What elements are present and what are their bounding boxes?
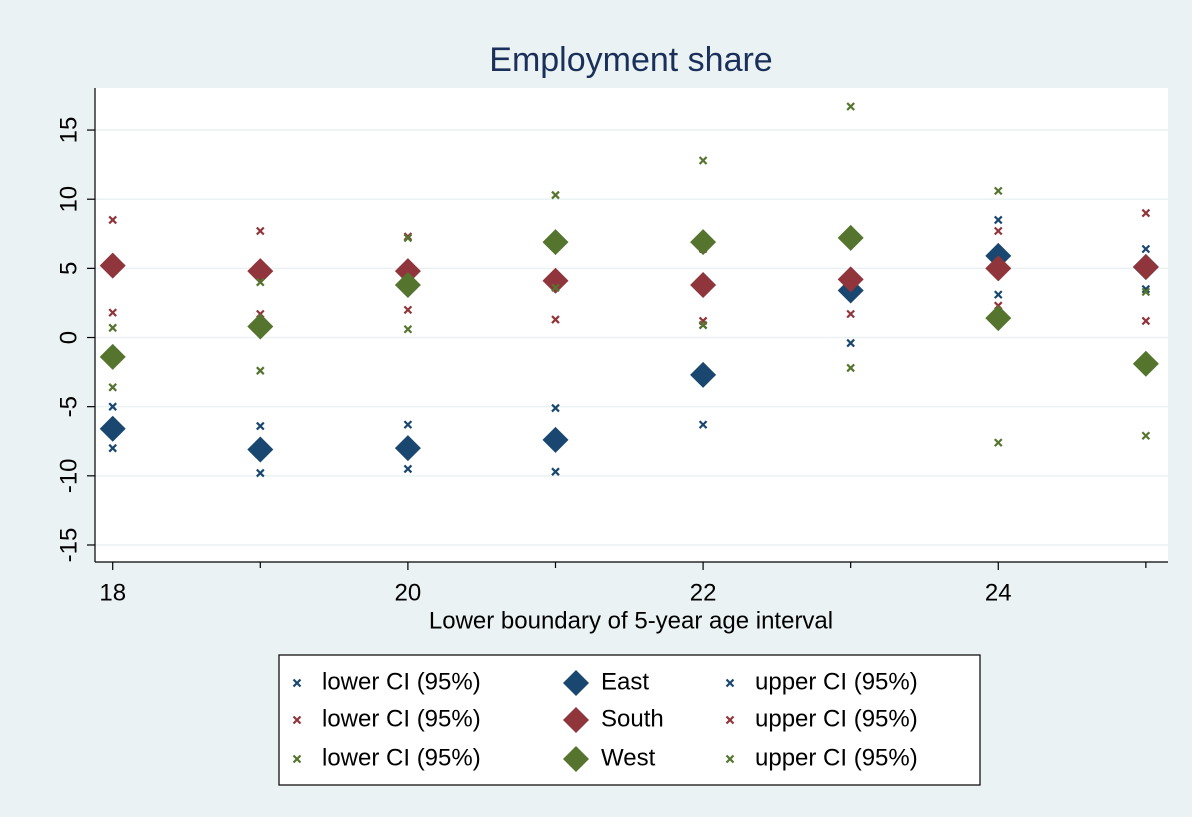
diamond-marker [247,258,274,285]
diamond-marker [690,271,717,298]
y-tick-label: -15 [55,528,82,563]
x-marker [1141,284,1151,294]
x-marker [108,443,117,453]
diamond-marker [394,258,421,285]
x-marker [403,420,413,429]
legend-marker [725,678,735,688]
diamond-marker [542,267,569,294]
y-tick-label: 10 [55,186,82,213]
legend-label: upper CI (95%) [755,744,918,771]
y-tick-label: -10 [55,458,82,493]
diamond-marker [985,255,1012,282]
legend-label: lower CI (95%) [322,668,481,695]
x-marker [846,338,855,348]
diamond-marker [247,436,274,463]
x-axis-label: Lower boundary of 5-year age interval [429,607,833,634]
x-marker [256,277,265,287]
x-marker [108,402,117,411]
legend [278,654,981,786]
legend-marker [563,707,589,733]
diamond-marker [99,415,126,442]
diamond-marker [1132,253,1159,280]
x-marker [256,226,265,236]
x-marker [698,320,708,330]
x-marker [256,421,265,431]
x-marker [108,323,117,333]
diamond-marker [394,271,421,298]
diamond-marker [542,426,569,453]
x-marker [551,467,560,476]
legend-marker [563,670,589,696]
diamond-marker [985,305,1012,332]
legend-marker [725,715,735,725]
x-marker [846,102,855,111]
diamond-marker [837,266,864,293]
x-marker [403,233,413,243]
x-marker [698,420,708,429]
x-marker [1141,316,1151,326]
x-marker [993,438,1003,447]
legend-marker [292,754,302,764]
x-marker [993,290,1003,299]
x-marker [256,366,265,375]
legend-label: lower CI (95%) [322,744,481,771]
x-marker [403,464,413,474]
x-marker [1141,287,1151,297]
legend-label: West [601,744,656,771]
x-marker [108,215,117,225]
x-tick-label: 24 [985,579,1012,606]
diamond-marker [99,343,126,370]
x-marker [1141,208,1151,218]
x-tick-label: 20 [395,579,422,606]
diamond-marker [690,361,717,388]
diamond-marker [394,435,421,462]
y-tick-label: 5 [55,262,82,275]
x-marker [993,186,1003,196]
diamond-marker [247,313,274,340]
legend-label: upper CI (95%) [755,668,918,695]
x-marker [698,156,708,165]
chart-title: Employment share [489,41,772,79]
legend-marker [563,746,589,772]
legend-marker [292,678,302,688]
x-marker [846,363,855,373]
diamond-marker [542,229,569,256]
x-marker [993,215,1003,225]
diamond-marker [690,229,717,256]
plot-area [95,88,1168,562]
diamond-marker [837,224,864,251]
legend-marker [725,754,735,764]
x-marker [551,315,560,324]
x-marker [403,305,413,315]
x-marker [846,309,855,319]
x-marker [108,308,117,317]
x-marker [108,383,117,392]
y-tick-label: 0 [55,331,82,344]
x-marker [551,403,560,413]
legend-marker [292,715,302,725]
x-marker [993,226,1003,236]
diamond-marker [99,252,126,279]
x-marker [551,190,560,200]
x-marker [256,468,265,478]
legend-label: lower CI (95%) [322,705,481,732]
legend-label: East [601,668,649,695]
x-tick-label: 18 [99,579,126,606]
legend-label: upper CI (95%) [755,705,918,732]
x-marker [551,283,560,293]
y-tick-label: 15 [55,117,82,144]
x-tick-label: 22 [690,579,717,606]
y-tick-label: -5 [55,396,82,417]
x-marker [1141,244,1151,254]
diamond-marker [1132,350,1159,377]
x-marker [403,324,413,334]
x-marker [1141,431,1151,440]
legend-label: South [601,705,664,732]
